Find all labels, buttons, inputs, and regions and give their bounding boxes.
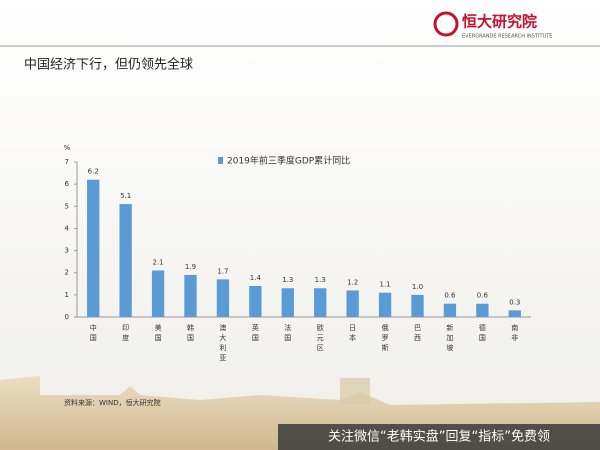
value-label: 6.2 — [88, 168, 99, 176]
value-label: 1.2 — [347, 278, 358, 286]
legend-label: 2019年前三季度GDP累计同比 — [227, 155, 350, 167]
y-tick-label: 3 — [65, 247, 69, 255]
x-tick-label: 中国 — [89, 323, 97, 344]
logo-subtitle: EVERGRANDE RESEARCH INSTITUTE — [462, 34, 552, 40]
x-tick-label: 法国 — [284, 323, 292, 344]
value-label: 1.3 — [282, 276, 293, 284]
bar — [151, 270, 165, 317]
value-label: 0.3 — [509, 298, 520, 306]
y-tick-label: 5 — [65, 202, 69, 210]
x-tick-label: 美国 — [154, 323, 162, 344]
bar — [119, 204, 132, 317]
source: 资料来源：WIND，恒大研究院 — [64, 398, 161, 407]
legend-swatch — [218, 157, 223, 164]
y-unit: % — [64, 144, 71, 152]
bar — [314, 288, 327, 317]
decor-dome — [340, 378, 370, 404]
bar — [87, 179, 100, 317]
bar — [378, 292, 392, 317]
value-label: 1.7 — [217, 267, 228, 275]
chart: % 0 1 2 3 4 5 6 7 2019年前三季度GDP累计同比 6.2 中国 5.1 印度 2.1 美国… — [64, 144, 531, 364]
value-label: 1.4 — [250, 274, 262, 282]
bar — [346, 290, 359, 317]
x-tick-label: 新加坡 — [446, 323, 454, 354]
y-tick-label: 1 — [65, 291, 69, 299]
value-label: 0.6 — [477, 292, 489, 300]
bar — [476, 303, 489, 317]
logo: 恒大研究院 — [462, 13, 537, 31]
bar — [443, 303, 457, 317]
bar — [508, 310, 521, 317]
y-tick-label: 0 — [65, 313, 69, 321]
x-tick-label: 日本 — [349, 324, 357, 344]
value-label: 0.6 — [444, 292, 456, 300]
x-tick-label: 澳大利亚 — [219, 323, 227, 364]
banner-bg — [278, 424, 600, 450]
bar — [216, 279, 230, 317]
value-label: 1.3 — [315, 276, 326, 284]
value-label: 1.1 — [380, 281, 391, 289]
x-tick-label: 俄罗斯 — [381, 323, 389, 354]
x-tick-label: 欧元区 — [316, 323, 324, 354]
bar — [184, 274, 197, 317]
y-tick-label: 6 — [65, 180, 70, 188]
x-tick-label: 巴西 — [414, 324, 422, 344]
y-tick-label: 7 — [65, 158, 69, 166]
x-tick-label: 英国 — [251, 323, 259, 344]
value-label: 1.0 — [412, 283, 423, 291]
y-tick-label: 4 — [65, 224, 70, 232]
value-label: 5.1 — [120, 192, 131, 200]
bar — [411, 294, 424, 317]
value-label: 2.1 — [153, 259, 164, 267]
y-tick-label: 2 — [65, 269, 69, 277]
bar — [249, 286, 262, 317]
logo-icon — [433, 11, 459, 37]
x-tick-label: 韩国 — [187, 323, 195, 344]
x-tick-label: 印度 — [122, 324, 130, 344]
bar — [281, 288, 294, 317]
slide-title: 中国经济下行，但仍领先全球 — [24, 57, 193, 73]
x-tick-label: 南非 — [511, 323, 519, 344]
value-label: 1.9 — [185, 263, 196, 271]
banner: 关注微信“老韩实盘”回复“指标”免费领 — [328, 429, 550, 445]
x-tick-label: 德国 — [478, 323, 486, 344]
